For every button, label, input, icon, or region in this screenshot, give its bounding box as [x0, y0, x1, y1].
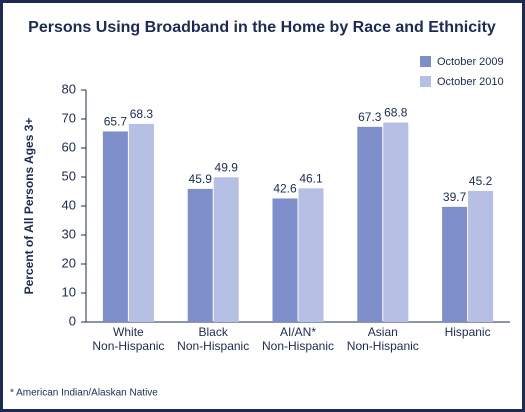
value-label: 45.9: [189, 172, 213, 186]
legend-label: October 2010: [437, 76, 504, 88]
value-label: 68.8: [384, 106, 408, 120]
y-tick-label: 50: [62, 168, 76, 183]
bar: [128, 123, 154, 323]
value-label: 65.7: [104, 115, 128, 129]
x-tick-label: AI/AN*: [280, 325, 316, 339]
value-label: 45.2: [469, 174, 493, 188]
x-tick-label: Non-Hispanic: [177, 339, 249, 353]
y-tick-label: 30: [62, 226, 76, 241]
bar: [187, 188, 213, 322]
y-tick-label: 10: [62, 284, 76, 299]
bar: [468, 190, 494, 322]
x-tick-label: Black: [199, 325, 229, 339]
legend-swatch: [420, 56, 431, 67]
value-label: 68.3: [130, 107, 154, 121]
bar: [298, 188, 324, 322]
value-label: 42.6: [273, 182, 297, 196]
x-tick-label: White: [113, 325, 144, 339]
chart-title: Persons Using Broadband in the Home by R…: [28, 19, 496, 36]
footnote: * American Indian/Alaskan Native: [10, 388, 158, 399]
value-label: 39.7: [443, 190, 467, 204]
bar: [357, 126, 383, 322]
y-axis-label: Percent of All Persons Ages 3+: [22, 118, 36, 295]
bar: [102, 131, 128, 322]
x-tick-label: Non-Hispanic: [262, 339, 334, 353]
y-tick-label: 40: [62, 197, 76, 212]
y-tick-label: 70: [62, 110, 76, 125]
y-tick-label: 0: [69, 313, 76, 328]
y-tick-label: 20: [62, 255, 76, 270]
x-tick-label: Hispanic: [445, 325, 491, 339]
value-label: 67.3: [358, 110, 382, 124]
x-tick-label: Non-Hispanic: [347, 339, 419, 353]
y-tick-label: 60: [62, 139, 76, 154]
value-label: 49.9: [215, 160, 239, 174]
x-tick-label: Non-Hispanic: [92, 339, 164, 353]
y-tick-label: 80: [62, 81, 76, 96]
legend-label: October 2009: [437, 56, 504, 68]
bar: [213, 177, 239, 322]
bar: [383, 122, 409, 322]
bar: [272, 198, 298, 322]
bar: [442, 206, 468, 322]
x-tick-label: Asian: [368, 325, 398, 339]
value-label: 46.1: [299, 171, 323, 185]
legend-swatch: [420, 76, 431, 87]
